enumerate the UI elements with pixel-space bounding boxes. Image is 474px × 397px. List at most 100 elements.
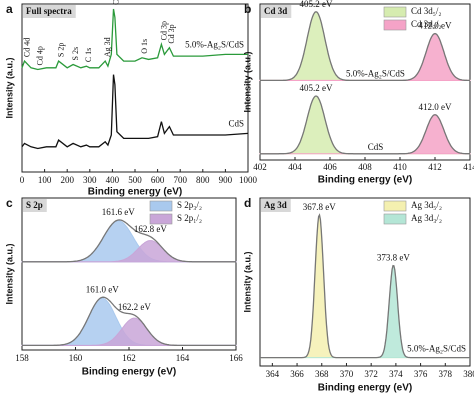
x-axis-label: Binding energy (eV) xyxy=(318,175,412,186)
x-tick-label: 372 xyxy=(364,369,378,379)
x-tick-label: 600 xyxy=(151,175,165,185)
peak-label: 161.0 eV xyxy=(86,284,119,294)
legend-swatch xyxy=(149,200,173,212)
x-tick-label: 408 xyxy=(358,162,372,172)
fit-component xyxy=(259,114,471,155)
envelope xyxy=(260,11,470,82)
x-tick-label: 900 xyxy=(219,175,233,185)
peak-annotation: Cd 3p xyxy=(167,24,176,43)
x-tick-label: 402 xyxy=(253,162,267,172)
title-box xyxy=(261,5,292,18)
legend-swatch xyxy=(383,200,407,212)
peak-label: 162.2 eV xyxy=(118,302,151,312)
x-axis-label: Binding energy (eV) xyxy=(318,383,412,394)
envelope xyxy=(260,95,470,155)
peak-label: 161.6 eV xyxy=(102,207,135,217)
peak-annotation: Ag 3d xyxy=(103,37,112,57)
x-tick-label: 200 xyxy=(60,175,74,185)
legend-swatch xyxy=(383,6,407,18)
plot-frame xyxy=(259,197,471,367)
x-axis-label: Binding energy (eV) xyxy=(88,187,182,198)
x-tick-label: 378 xyxy=(439,369,453,379)
x-tick-label: 700 xyxy=(173,175,187,185)
legend-label: Ag 3d₅/₂ xyxy=(411,200,442,210)
x-tick-label: 300 xyxy=(83,175,97,185)
x-tick-label: 412 xyxy=(428,162,442,172)
panel-letter: c xyxy=(6,196,13,210)
sample-label: CdS xyxy=(368,142,384,152)
peak-label: 405.2 eV xyxy=(300,0,333,9)
panel-letter: b xyxy=(244,2,251,16)
peak-annotation: Cd 4p xyxy=(36,46,45,65)
peak-annotation: Cd 4d xyxy=(22,38,31,57)
peak-annotation: Cd 3p xyxy=(159,21,168,40)
legend-label: Ag 3d₃/₂ xyxy=(411,213,442,223)
x-tick-label: 164 xyxy=(176,353,190,363)
title-box xyxy=(261,199,291,212)
x-tick-label: 410 xyxy=(393,162,407,172)
envelope xyxy=(22,219,236,263)
x-tick-label: 374 xyxy=(389,369,403,379)
x-tick-label: 162 xyxy=(122,353,136,363)
panel-letter: a xyxy=(6,2,13,16)
panel-letter: d xyxy=(244,196,251,210)
legend-label: S 2p₃/₂ xyxy=(177,200,202,210)
sample-label: 5.0%-Ag₂S/CdS xyxy=(346,69,405,79)
peak-label: 373.8 eV xyxy=(377,252,410,262)
fit-component xyxy=(21,220,237,263)
legend-swatch xyxy=(383,213,407,225)
x-tick-label: 158 xyxy=(15,353,29,363)
peak-annotation: Cd 3d xyxy=(111,0,120,5)
y-axis-label: Intensity (a.u.) xyxy=(242,251,252,312)
x-tick-label: 406 xyxy=(323,162,337,172)
x-tick-label: 368 xyxy=(315,369,329,379)
series-label: CdS xyxy=(228,118,244,128)
x-tick-label: 1000 xyxy=(239,175,258,185)
peak-label: 367.8 eV xyxy=(303,202,336,212)
legend-label: Cd 3d₅/₂ xyxy=(411,6,442,16)
peak-label: 405.2 eV xyxy=(300,83,333,93)
peak-label: 162.8 eV xyxy=(134,224,167,234)
y-axis-label: Intensity (a.u.) xyxy=(4,243,14,304)
panel-title: Ag 3d xyxy=(264,200,287,210)
x-tick-label: 404 xyxy=(288,162,302,172)
title-box xyxy=(23,199,47,212)
envelope xyxy=(22,296,236,347)
peak-annotation: S 2p xyxy=(56,43,65,57)
sample-label: 5.0%-Ag₂S/CdS xyxy=(407,344,466,354)
envelope xyxy=(260,213,470,359)
legend-swatch xyxy=(149,213,173,225)
legend-label: S 2p₁/₂ xyxy=(177,213,202,223)
y-axis-label: Intensity (a.u.) xyxy=(4,57,14,118)
panel-title: S 2p xyxy=(26,200,43,210)
peak-annotation: C 1s xyxy=(84,48,93,62)
peak-annotation: S 2s xyxy=(71,47,80,61)
panel-title: Full spectra xyxy=(26,6,72,16)
x-tick-label: 160 xyxy=(69,353,83,363)
y-axis-label: Intensity (a.u.) xyxy=(242,51,252,112)
x-tick-label: 400 xyxy=(106,175,120,185)
spectrum-line xyxy=(21,8,248,71)
legend-label: Cd 3d₃/₂ xyxy=(411,19,442,29)
x-tick-label: 370 xyxy=(340,369,354,379)
x-tick-label: 380 xyxy=(463,369,474,379)
x-tick-label: 364 xyxy=(266,369,280,379)
x-tick-label: 366 xyxy=(290,369,304,379)
x-tick-label: 800 xyxy=(196,175,210,185)
fit-component xyxy=(21,317,237,346)
x-tick-label: 166 xyxy=(229,353,243,363)
panel-title: Cd 3d xyxy=(264,6,287,16)
series-label: 5.0%-Ag₂S/CdS xyxy=(185,39,244,49)
peak-label: 412.0 eV xyxy=(419,102,452,112)
legend-swatch xyxy=(383,19,407,31)
x-tick-label: 100 xyxy=(38,175,52,185)
x-axis-label: Binding energy (eV) xyxy=(82,367,176,378)
fit-component xyxy=(260,213,470,359)
title-box xyxy=(23,5,76,18)
x-tick-label: 0 xyxy=(20,175,25,185)
spectrum-line xyxy=(21,74,249,150)
x-tick-label: 414 xyxy=(463,162,474,172)
x-tick-label: 500 xyxy=(128,175,142,185)
peak-label: 412.0 eV xyxy=(419,21,452,31)
